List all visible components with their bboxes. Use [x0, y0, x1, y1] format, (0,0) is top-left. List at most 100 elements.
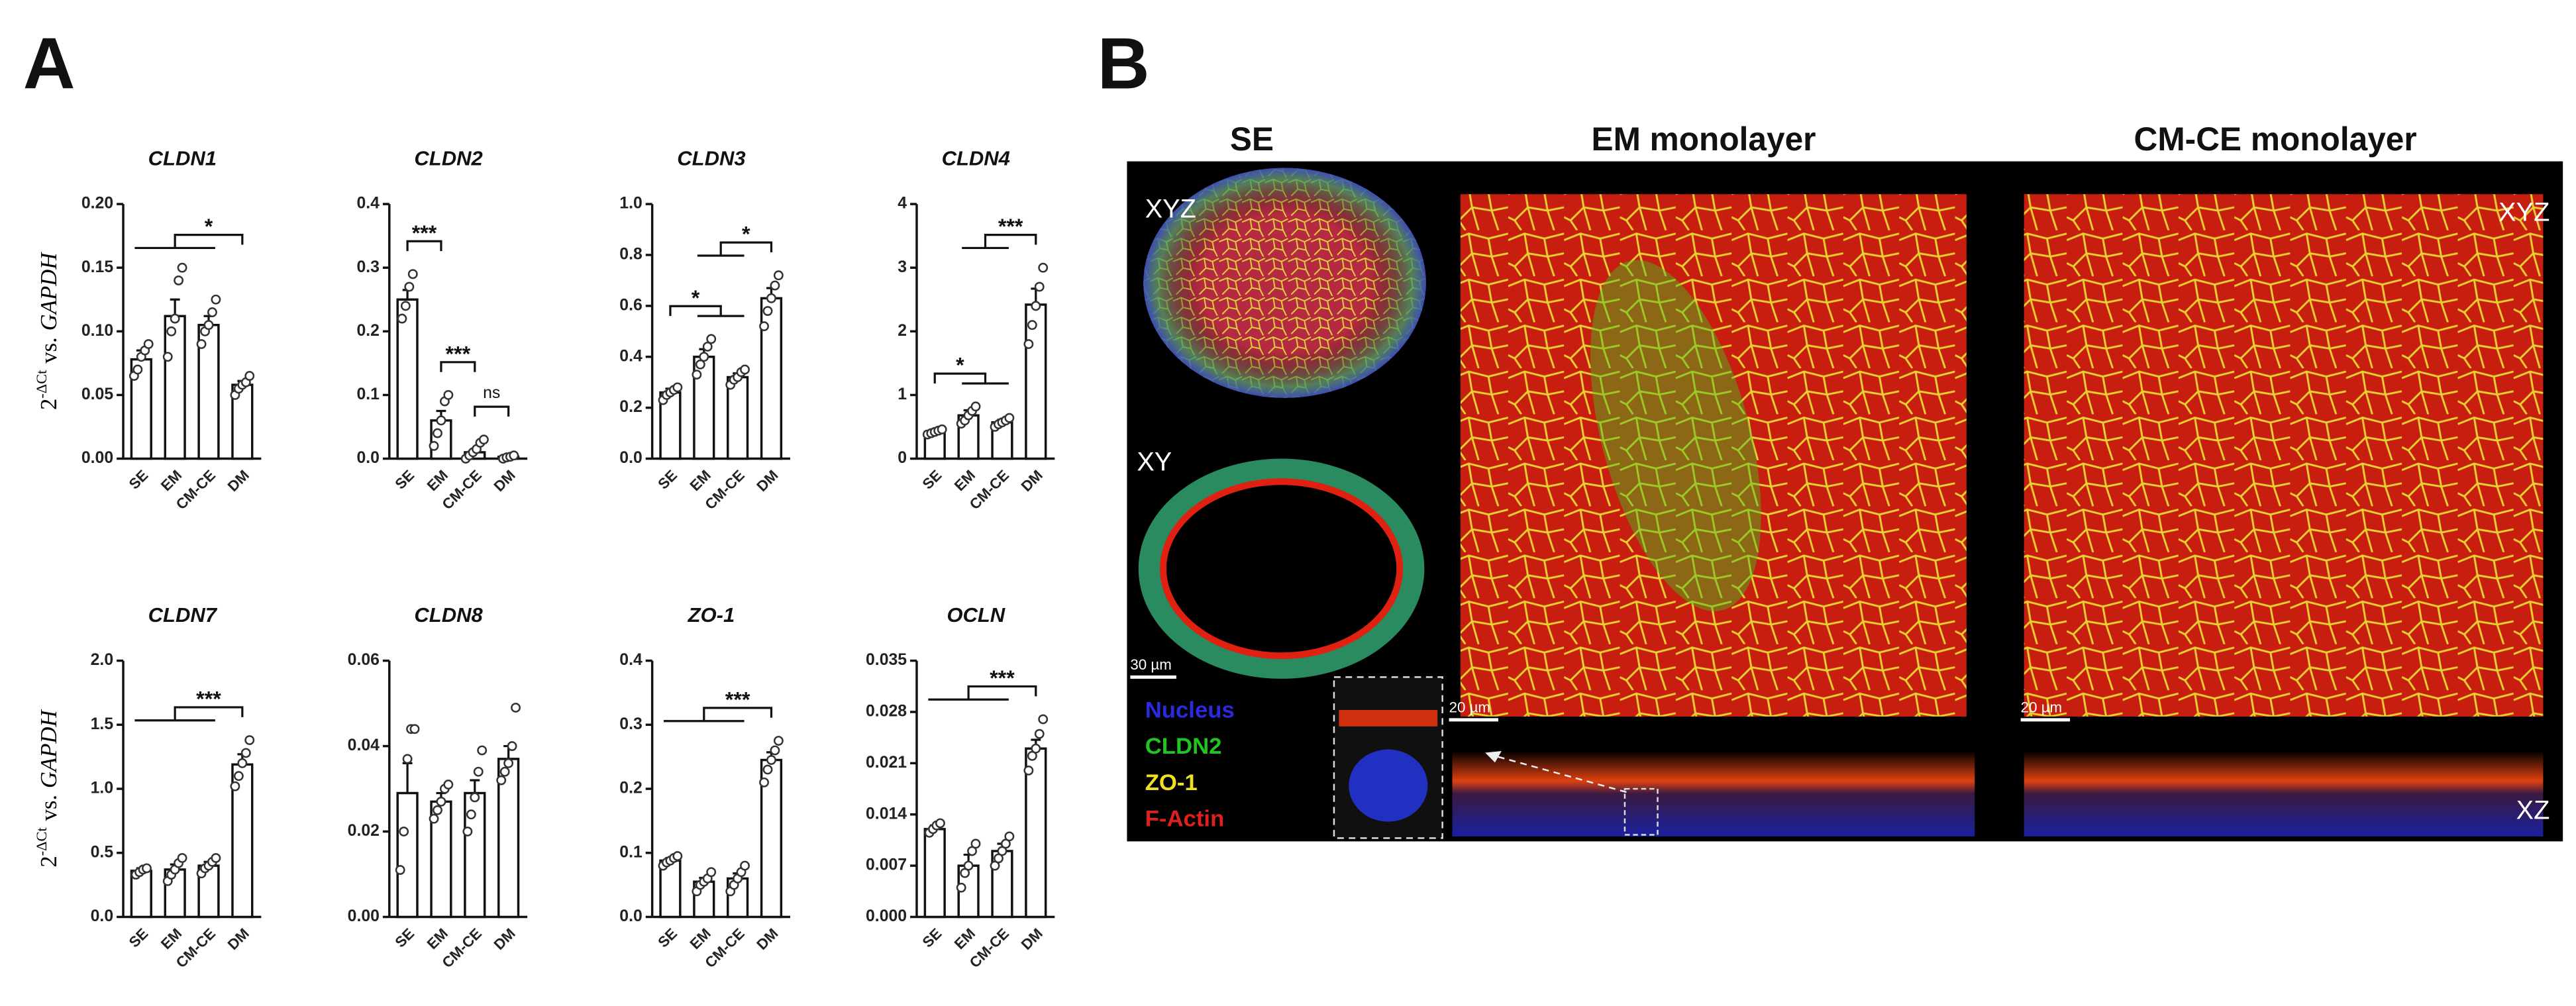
spheroid-ring-outer: [1138, 458, 1425, 679]
y-axis-label-part: 2: [36, 399, 62, 410]
y-tick-label: 0.000: [866, 907, 907, 925]
data-point: [672, 382, 683, 393]
data-point: [436, 415, 446, 426]
x-tick-label: EM: [951, 925, 978, 952]
data-point: [237, 758, 248, 768]
y-tick-label: 0.4: [619, 651, 643, 669]
significance-bracket: [933, 372, 1009, 385]
chart-title: CLDN3: [677, 146, 745, 170]
data-point: [478, 434, 489, 445]
data-point: [433, 428, 442, 438]
data-point: [740, 860, 750, 871]
data-point: [170, 313, 180, 324]
scale-label: 20 µm: [1449, 699, 1490, 715]
y-tick-label: 0.0: [619, 907, 642, 925]
data-point: [470, 792, 480, 803]
y-tick-label: 0.6: [619, 296, 642, 314]
data-point: [706, 867, 717, 878]
y-tick-label: 0.4: [619, 347, 643, 365]
data-point: [507, 741, 517, 752]
significance-bracket: [474, 405, 510, 417]
data-point: [407, 269, 418, 279]
y-tick-label: 0.10: [81, 322, 113, 340]
y-axis-label-part: GAPDH: [36, 252, 62, 331]
error-bar: [170, 298, 180, 317]
x-tick-label: DM: [225, 925, 252, 953]
data-point: [443, 389, 454, 400]
significance-bracket: [664, 707, 773, 723]
view-label: XZ: [2516, 795, 2550, 825]
data-point: [429, 440, 439, 451]
y-tick-label: 0.15: [81, 258, 113, 276]
data-point: [1038, 714, 1049, 725]
x-tick-label: DM: [1018, 467, 1046, 495]
y-tick-label: 1: [898, 385, 907, 403]
data-point: [759, 321, 769, 332]
chart-title: OCLN: [947, 603, 1005, 627]
data-point: [177, 262, 187, 273]
error-bar: [470, 779, 480, 793]
chart-title: CLDN2: [414, 146, 482, 170]
x-tick-label: DM: [491, 925, 519, 953]
data-point: [695, 359, 705, 370]
significance-bracket: [440, 361, 476, 372]
significance-label: ***: [196, 687, 221, 711]
data-point: [509, 450, 519, 461]
view-label: XY: [1137, 447, 1172, 476]
data-point: [1031, 301, 1041, 311]
x-tick-label: DM: [1018, 925, 1046, 953]
y-tick-label: 0.0: [356, 449, 379, 467]
y-axis-label-part: GAPDH: [36, 709, 62, 789]
data-point: [207, 307, 217, 317]
data-point: [397, 313, 407, 324]
x-tick-label: SE: [392, 925, 418, 951]
data-point: [937, 424, 947, 434]
y-tick-label: 0.1: [619, 843, 643, 861]
x-tick-label: EM: [951, 467, 978, 494]
y-tick-label: 0.8: [619, 246, 643, 264]
y-tick-label: 0.05: [81, 385, 113, 403]
x-tick-label: DM: [225, 467, 252, 495]
y-axis-label: 2-ΔCt vs. GAPDH: [33, 252, 62, 410]
spheroid-edge: [1143, 168, 1426, 398]
x-tick-label: DM: [753, 925, 781, 953]
significance-bracket: [134, 706, 244, 722]
significance-bracket: [134, 233, 244, 250]
data-point: [1031, 743, 1041, 754]
data-point: [766, 755, 776, 765]
bar: [396, 791, 419, 919]
y-axis-label-part: vs.: [36, 337, 62, 364]
column-heading: EM monolayer: [1592, 121, 1816, 158]
data-point: [496, 775, 507, 785]
data-point: [1027, 320, 1037, 330]
data-point: [1038, 262, 1049, 273]
y-tick-label: 0.2: [619, 398, 642, 416]
chart-title: CLDN1: [148, 146, 217, 170]
data-point: [211, 853, 221, 863]
x-tick-label: DM: [491, 467, 519, 495]
scale-label: 20 µm: [2021, 699, 2062, 715]
data-point: [244, 735, 255, 745]
y-axis-label-part: -ΔCt: [33, 827, 50, 856]
chart-title: CLDN8: [414, 603, 483, 627]
data-point: [174, 275, 184, 285]
y-tick-label: 1.0: [619, 195, 642, 213]
significance-label: ***: [990, 666, 1015, 690]
data-point: [429, 813, 439, 824]
significance-label: ***: [725, 688, 750, 712]
data-point: [203, 320, 214, 330]
x-tick-label: EM: [424, 925, 451, 952]
microscopy-panel: SE EM monolayer CM-CE monolayer XYZ XY X…: [1127, 121, 2563, 842]
cmce-image: [2024, 194, 2544, 717]
y-axis-label-part: 2: [36, 856, 62, 867]
data-point: [433, 805, 442, 815]
em-image: [1460, 194, 1967, 717]
data-point: [230, 781, 240, 791]
data-point: [244, 371, 255, 381]
data-point: [196, 339, 207, 349]
data-point: [759, 777, 769, 787]
y-tick-label: 0.00: [348, 907, 380, 925]
view-label: XYZ: [2499, 197, 2550, 226]
y-tick-label: 0: [898, 449, 907, 467]
y-tick-label: 0.00: [81, 449, 113, 467]
